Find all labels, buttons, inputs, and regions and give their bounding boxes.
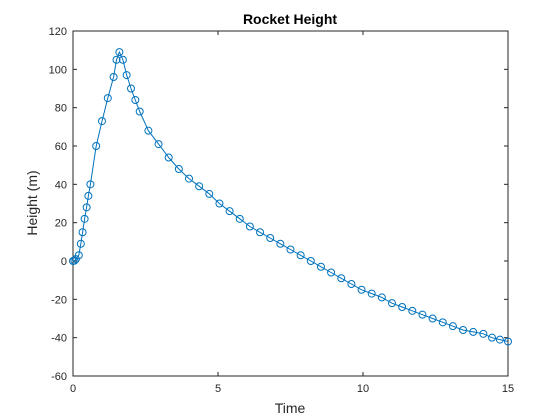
x-axis: 0 5 10 15 <box>70 31 514 395</box>
y-tick-label: 60 <box>55 141 67 153</box>
data-point <box>144 126 153 135</box>
series-height <box>69 48 512 346</box>
data-point <box>459 326 468 334</box>
y-tick-label: 0 <box>61 256 67 268</box>
data-point <box>174 165 183 173</box>
y-tick-label: 100 <box>49 64 67 76</box>
data-point <box>347 280 356 288</box>
data-point <box>115 48 124 57</box>
data-point <box>185 174 193 183</box>
x-tick-label: 15 <box>502 383 514 395</box>
y-axis-title: Height (m) <box>24 170 40 235</box>
x-axis-title: Time <box>275 400 306 416</box>
data-point <box>131 96 140 104</box>
data-point <box>103 94 112 103</box>
x-tick-label: 10 <box>357 383 369 395</box>
plot-area <box>72 30 509 377</box>
data-point <box>266 234 275 242</box>
series-line <box>72 50 509 342</box>
data-point <box>84 191 93 200</box>
data-point <box>327 268 336 277</box>
data-point <box>70 256 79 265</box>
data-point <box>74 251 83 260</box>
y-tick-label: -60 <box>51 371 67 383</box>
data-point <box>408 306 417 315</box>
data-point <box>504 337 512 346</box>
data-point <box>86 180 95 189</box>
data-point <box>469 327 478 336</box>
data-point <box>154 140 163 149</box>
data-point <box>118 55 127 64</box>
data-point <box>245 222 254 231</box>
data-point <box>276 239 285 248</box>
data-point <box>398 303 407 311</box>
data-point <box>135 107 144 116</box>
y-tick-label: 40 <box>55 179 67 191</box>
x-tick-label: 0 <box>70 383 76 395</box>
data-point <box>80 214 89 223</box>
data-point <box>122 71 131 80</box>
data-point <box>488 333 497 342</box>
data-point <box>388 299 396 308</box>
data-point <box>438 318 447 327</box>
data-point <box>428 314 437 323</box>
data-point <box>286 245 295 254</box>
data-point <box>296 251 305 260</box>
data-point <box>225 207 234 216</box>
data-point <box>367 289 376 298</box>
y-tick-label: -40 <box>51 333 67 345</box>
data-point <box>82 203 91 212</box>
x-tick-label: 5 <box>215 383 221 395</box>
data-point <box>377 293 386 302</box>
chart-title: Rocket Height <box>243 11 337 27</box>
data-point <box>205 189 214 198</box>
data-point <box>418 310 427 319</box>
data-point <box>357 285 366 294</box>
data-point <box>448 322 457 331</box>
data-point <box>76 239 85 248</box>
data-point <box>109 73 118 81</box>
data-point <box>479 329 488 338</box>
data-point <box>112 55 121 64</box>
data-point <box>195 182 204 191</box>
data-point <box>78 228 87 237</box>
data-point <box>164 153 173 162</box>
y-tick-label: -20 <box>51 294 67 306</box>
data-point <box>337 274 346 283</box>
data-point <box>215 199 224 208</box>
y-tick-label: 120 <box>49 26 67 38</box>
y-tick-label: 20 <box>55 218 67 230</box>
y-tick-label: 80 <box>55 103 67 115</box>
data-point <box>127 84 135 93</box>
data-point <box>495 335 504 344</box>
data-point <box>98 117 106 126</box>
data-point <box>235 214 244 223</box>
data-point <box>316 262 325 271</box>
data-point <box>256 228 265 237</box>
y-axis: -60 -40 -20 0 20 40 60 80 100 120 <box>49 26 508 383</box>
data-point <box>92 142 101 150</box>
data-point <box>306 257 315 265</box>
